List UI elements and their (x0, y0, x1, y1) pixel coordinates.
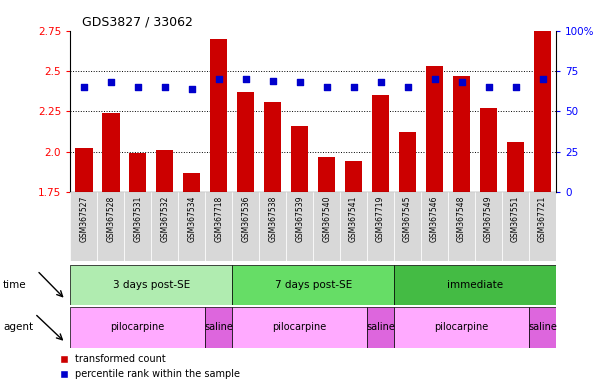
Bar (232, 192, 259, 261)
Bar (237, 92, 254, 192)
Text: GSM367545: GSM367545 (403, 195, 412, 242)
Point (538, 76, 547, 82)
Bar (75, 149, 92, 192)
Text: GSM367528: GSM367528 (106, 195, 115, 242)
Point (511, 84, 521, 90)
Text: pilocarpine: pilocarpine (434, 322, 489, 333)
Text: GSM367541: GSM367541 (349, 195, 358, 242)
Text: GSM367719: GSM367719 (376, 195, 385, 242)
Text: pilocarpine: pilocarpine (111, 322, 165, 333)
Bar (232, 265, 394, 305)
Bar (345, 161, 362, 192)
Bar (340, 192, 367, 261)
Text: GSM367718: GSM367718 (214, 195, 223, 242)
Bar (318, 157, 335, 192)
Text: GSM367538: GSM367538 (268, 195, 277, 242)
Bar (156, 150, 174, 192)
Bar (394, 265, 556, 305)
Bar (421, 192, 448, 261)
Point (322, 84, 332, 90)
Bar (178, 192, 205, 261)
Text: pilocarpine: pilocarpine (273, 322, 327, 333)
Point (79, 84, 89, 90)
Bar (502, 192, 529, 261)
Text: GSM367551: GSM367551 (511, 195, 520, 242)
Bar (399, 132, 416, 192)
Bar (475, 192, 502, 261)
Point (187, 86, 197, 92)
Bar (372, 95, 389, 192)
Bar (259, 192, 286, 261)
Point (456, 79, 466, 85)
Point (376, 79, 386, 85)
Bar (534, 31, 551, 192)
Point (295, 79, 304, 85)
Point (403, 84, 412, 90)
Text: saline: saline (528, 322, 557, 333)
Bar (70, 192, 97, 261)
Text: GSM367548: GSM367548 (457, 195, 466, 242)
Bar (313, 192, 340, 261)
Text: GSM367536: GSM367536 (241, 195, 250, 242)
Bar (394, 192, 421, 261)
Bar (152, 192, 178, 261)
Text: GSM367531: GSM367531 (133, 195, 142, 242)
Text: GSM367527: GSM367527 (79, 195, 88, 242)
Bar (394, 307, 529, 348)
Text: saline: saline (204, 322, 233, 333)
Bar (70, 265, 232, 305)
Text: saline: saline (366, 322, 395, 333)
Point (106, 79, 115, 85)
Text: 7 days post-SE: 7 days post-SE (274, 280, 352, 290)
Bar (507, 142, 524, 192)
Point (430, 76, 439, 82)
Bar (70, 307, 205, 348)
Point (241, 76, 251, 82)
Bar (205, 192, 232, 261)
Bar (232, 307, 367, 348)
Point (160, 84, 170, 90)
Bar (286, 192, 313, 261)
Point (349, 84, 359, 90)
Text: 3 days post-SE: 3 days post-SE (112, 280, 190, 290)
Bar (210, 39, 227, 192)
Text: GSM367546: GSM367546 (430, 195, 439, 242)
Bar (453, 76, 470, 192)
Legend: transformed count, percentile rank within the sample: transformed count, percentile rank withi… (60, 354, 240, 379)
Point (214, 76, 224, 82)
Bar (291, 126, 309, 192)
Text: GSM367532: GSM367532 (160, 195, 169, 242)
Point (484, 84, 494, 90)
Text: GDS3827 / 33062: GDS3827 / 33062 (82, 15, 193, 28)
Bar (183, 173, 200, 192)
Text: GSM367539: GSM367539 (295, 195, 304, 242)
Text: agent: agent (3, 322, 33, 332)
Text: GSM367549: GSM367549 (484, 195, 493, 242)
Point (133, 84, 142, 90)
Text: GSM367534: GSM367534 (187, 195, 196, 242)
Bar (102, 113, 120, 192)
Bar (529, 192, 556, 261)
Bar (124, 192, 152, 261)
Text: GSM367721: GSM367721 (538, 195, 547, 242)
Bar (97, 192, 124, 261)
Bar (264, 102, 282, 192)
Bar (205, 307, 232, 348)
Bar (367, 192, 394, 261)
Text: immediate: immediate (447, 280, 503, 290)
Bar (480, 108, 497, 192)
Text: GSM367540: GSM367540 (322, 195, 331, 242)
Bar (426, 66, 444, 192)
Text: time: time (3, 280, 27, 290)
Bar (448, 192, 475, 261)
Bar (129, 153, 147, 192)
Bar (529, 307, 556, 348)
Bar (367, 307, 394, 348)
Point (268, 78, 277, 84)
